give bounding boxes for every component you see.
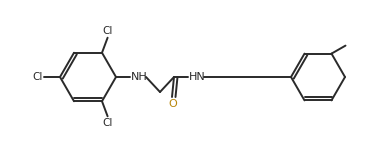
Text: NH: NH	[131, 72, 148, 82]
Text: Cl: Cl	[103, 118, 113, 128]
Text: Cl: Cl	[103, 26, 113, 36]
Text: HN: HN	[189, 72, 206, 82]
Text: Cl: Cl	[33, 72, 43, 82]
Text: O: O	[169, 99, 177, 109]
